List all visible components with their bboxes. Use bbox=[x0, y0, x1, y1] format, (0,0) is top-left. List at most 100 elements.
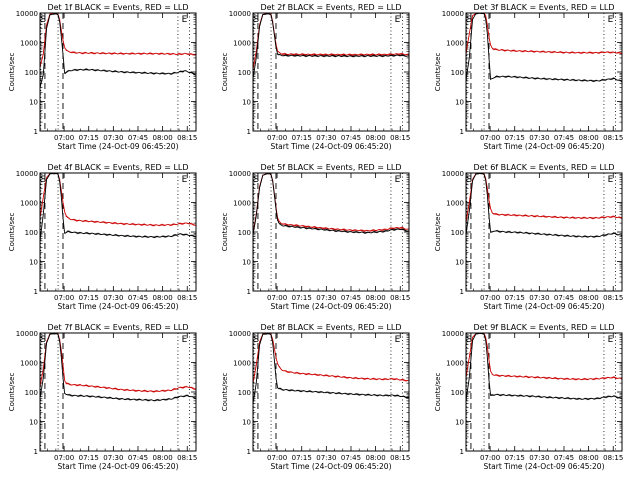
y-axis-label: Counts/sec bbox=[221, 213, 229, 252]
y-tick-label: 1000 bbox=[233, 40, 251, 48]
panel-title: Det 7f BLACK = Events, RED = LLD bbox=[47, 323, 188, 332]
series-lld-line bbox=[466, 13, 622, 55]
series-lld-line bbox=[40, 173, 196, 227]
y-tick-label: 10000 bbox=[16, 170, 38, 178]
y-tick-label: 100 bbox=[25, 69, 38, 77]
y-tick-label: 100 bbox=[451, 69, 464, 77]
x-tick-label: 07:30 bbox=[529, 134, 549, 142]
x-tick-label: 08:00 bbox=[366, 454, 386, 462]
x-tick-label: 07:00 bbox=[54, 134, 74, 142]
y-tick-label: 10 bbox=[455, 99, 464, 107]
x-tick-label: 08:00 bbox=[366, 134, 386, 142]
y-tick-label: 1000 bbox=[446, 360, 464, 368]
y-tick-label: 10000 bbox=[16, 330, 38, 338]
series-lld-line bbox=[253, 333, 409, 384]
x-tick-label: 08:15 bbox=[177, 294, 197, 302]
y-axis-label: Counts/sec bbox=[221, 373, 229, 412]
panel-title: Det 8f BLACK = Events, RED = LLD bbox=[260, 323, 401, 332]
x-axis-label: Start Time (24-Oct-09 06:45:20) bbox=[57, 462, 178, 471]
y-tick-label: 100 bbox=[25, 389, 38, 397]
x-tick-label: 07:30 bbox=[103, 294, 123, 302]
y-tick-label: 1000 bbox=[446, 40, 464, 48]
x-tick-label: 07:00 bbox=[54, 294, 74, 302]
x-axis-label: Start Time (24-Oct-09 06:45:20) bbox=[483, 142, 604, 151]
series-lld-line bbox=[466, 173, 622, 224]
y-tick-label: 1 bbox=[34, 288, 38, 296]
x-tick-label: 07:15 bbox=[79, 454, 99, 462]
end-marker-label: E bbox=[608, 175, 614, 185]
series-lld-line bbox=[466, 333, 622, 381]
end-marker-label: E bbox=[395, 15, 401, 25]
y-tick-label: 1000 bbox=[233, 360, 251, 368]
x-tick-label: 07:45 bbox=[554, 294, 574, 302]
y-tick-label: 100 bbox=[451, 229, 464, 237]
plot-frame bbox=[252, 332, 410, 452]
y-tick-label: 1 bbox=[247, 288, 251, 296]
y-tick-label: 1 bbox=[247, 448, 251, 456]
x-axis-label: Start Time (24-Oct-09 06:45:20) bbox=[483, 462, 604, 471]
end-marker-label: E bbox=[395, 175, 401, 185]
panel-title: Det 4f BLACK = Events, RED = LLD bbox=[47, 163, 188, 172]
y-tick-label: 100 bbox=[25, 229, 38, 237]
x-tick-label: 07:15 bbox=[79, 134, 99, 142]
plot-frame bbox=[39, 172, 197, 292]
y-axis-label: Counts/sec bbox=[434, 373, 442, 412]
x-tick-label: 08:00 bbox=[579, 454, 599, 462]
x-tick-label: 08:15 bbox=[390, 454, 410, 462]
series-events-line bbox=[40, 173, 196, 241]
panel-title: Det 3f BLACK = Events, RED = LLD bbox=[473, 3, 614, 12]
y-tick-label: 1000 bbox=[20, 360, 38, 368]
y-tick-label: 10000 bbox=[229, 170, 251, 178]
y-tick-label: 10 bbox=[29, 99, 38, 107]
plot-frame bbox=[465, 172, 623, 292]
x-tick-label: 07:30 bbox=[316, 134, 336, 142]
series-events-line bbox=[466, 173, 622, 238]
x-tick-label: 07:15 bbox=[505, 294, 525, 302]
y-tick-label: 10 bbox=[242, 419, 251, 427]
series-lld-line bbox=[253, 173, 409, 234]
y-tick-label: 1 bbox=[34, 448, 38, 456]
x-axis-label: Start Time (24-Oct-09 06:45:20) bbox=[57, 142, 178, 151]
panel-det-4: Det 4f BLACK = Events, RED = LLD 1 10 100 10… bbox=[8, 163, 197, 311]
plot-frame bbox=[465, 12, 623, 132]
y-tick-label: 1 bbox=[460, 288, 464, 296]
y-tick-label: 10 bbox=[455, 419, 464, 427]
x-tick-label: 08:00 bbox=[579, 134, 599, 142]
x-tick-label: 07:30 bbox=[103, 454, 123, 462]
y-tick-label: 100 bbox=[238, 69, 251, 77]
x-axis-label: Start Time (24-Oct-09 06:45:20) bbox=[270, 462, 391, 471]
y-tick-label: 1000 bbox=[20, 40, 38, 48]
end-marker-label: E bbox=[182, 175, 188, 185]
start-marker-label: S bbox=[466, 335, 472, 345]
x-tick-label: 07:15 bbox=[505, 454, 525, 462]
series-events-line bbox=[253, 333, 409, 405]
series-events-line bbox=[40, 13, 196, 88]
start-marker-label: S bbox=[253, 15, 259, 25]
x-tick-label: 08:00 bbox=[366, 294, 386, 302]
y-tick-label: 10 bbox=[455, 259, 464, 267]
x-tick-label: 07:00 bbox=[480, 294, 500, 302]
start-marker-label: S bbox=[466, 175, 472, 185]
y-tick-label: 10 bbox=[242, 99, 251, 107]
x-tick-label: 07:45 bbox=[341, 294, 361, 302]
x-tick-label: 07:45 bbox=[128, 454, 148, 462]
x-tick-label: 07:30 bbox=[103, 134, 123, 142]
x-tick-label: 08:15 bbox=[603, 294, 623, 302]
series-events-line bbox=[466, 333, 622, 401]
y-tick-label: 100 bbox=[451, 389, 464, 397]
x-tick-label: 07:00 bbox=[267, 454, 287, 462]
y-tick-label: 1000 bbox=[446, 200, 464, 208]
x-tick-label: 07:30 bbox=[316, 454, 336, 462]
y-tick-label: 10000 bbox=[442, 170, 464, 178]
series-lld-line bbox=[40, 13, 196, 67]
x-tick-label: 08:15 bbox=[177, 454, 197, 462]
x-tick-label: 07:45 bbox=[341, 134, 361, 142]
y-tick-label: 100 bbox=[238, 229, 251, 237]
y-axis-label: Counts/sec bbox=[434, 53, 442, 92]
x-tick-label: 07:30 bbox=[529, 294, 549, 302]
end-marker-label: E bbox=[608, 15, 614, 25]
x-tick-label: 07:45 bbox=[554, 454, 574, 462]
x-tick-label: 08:15 bbox=[390, 134, 410, 142]
series-events-line bbox=[253, 173, 409, 236]
